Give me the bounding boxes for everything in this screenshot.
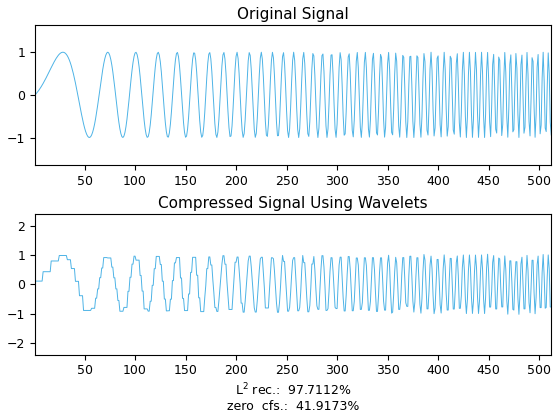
Title: Original Signal: Original Signal — [237, 7, 349, 22]
X-axis label: L$^2$ rec.:  97.7112%
zero  cfs.:  41.9173%: L$^2$ rec.: 97.7112% zero cfs.: 41.9173% — [227, 381, 360, 413]
Title: Compressed Signal Using Wavelets: Compressed Signal Using Wavelets — [158, 196, 428, 211]
